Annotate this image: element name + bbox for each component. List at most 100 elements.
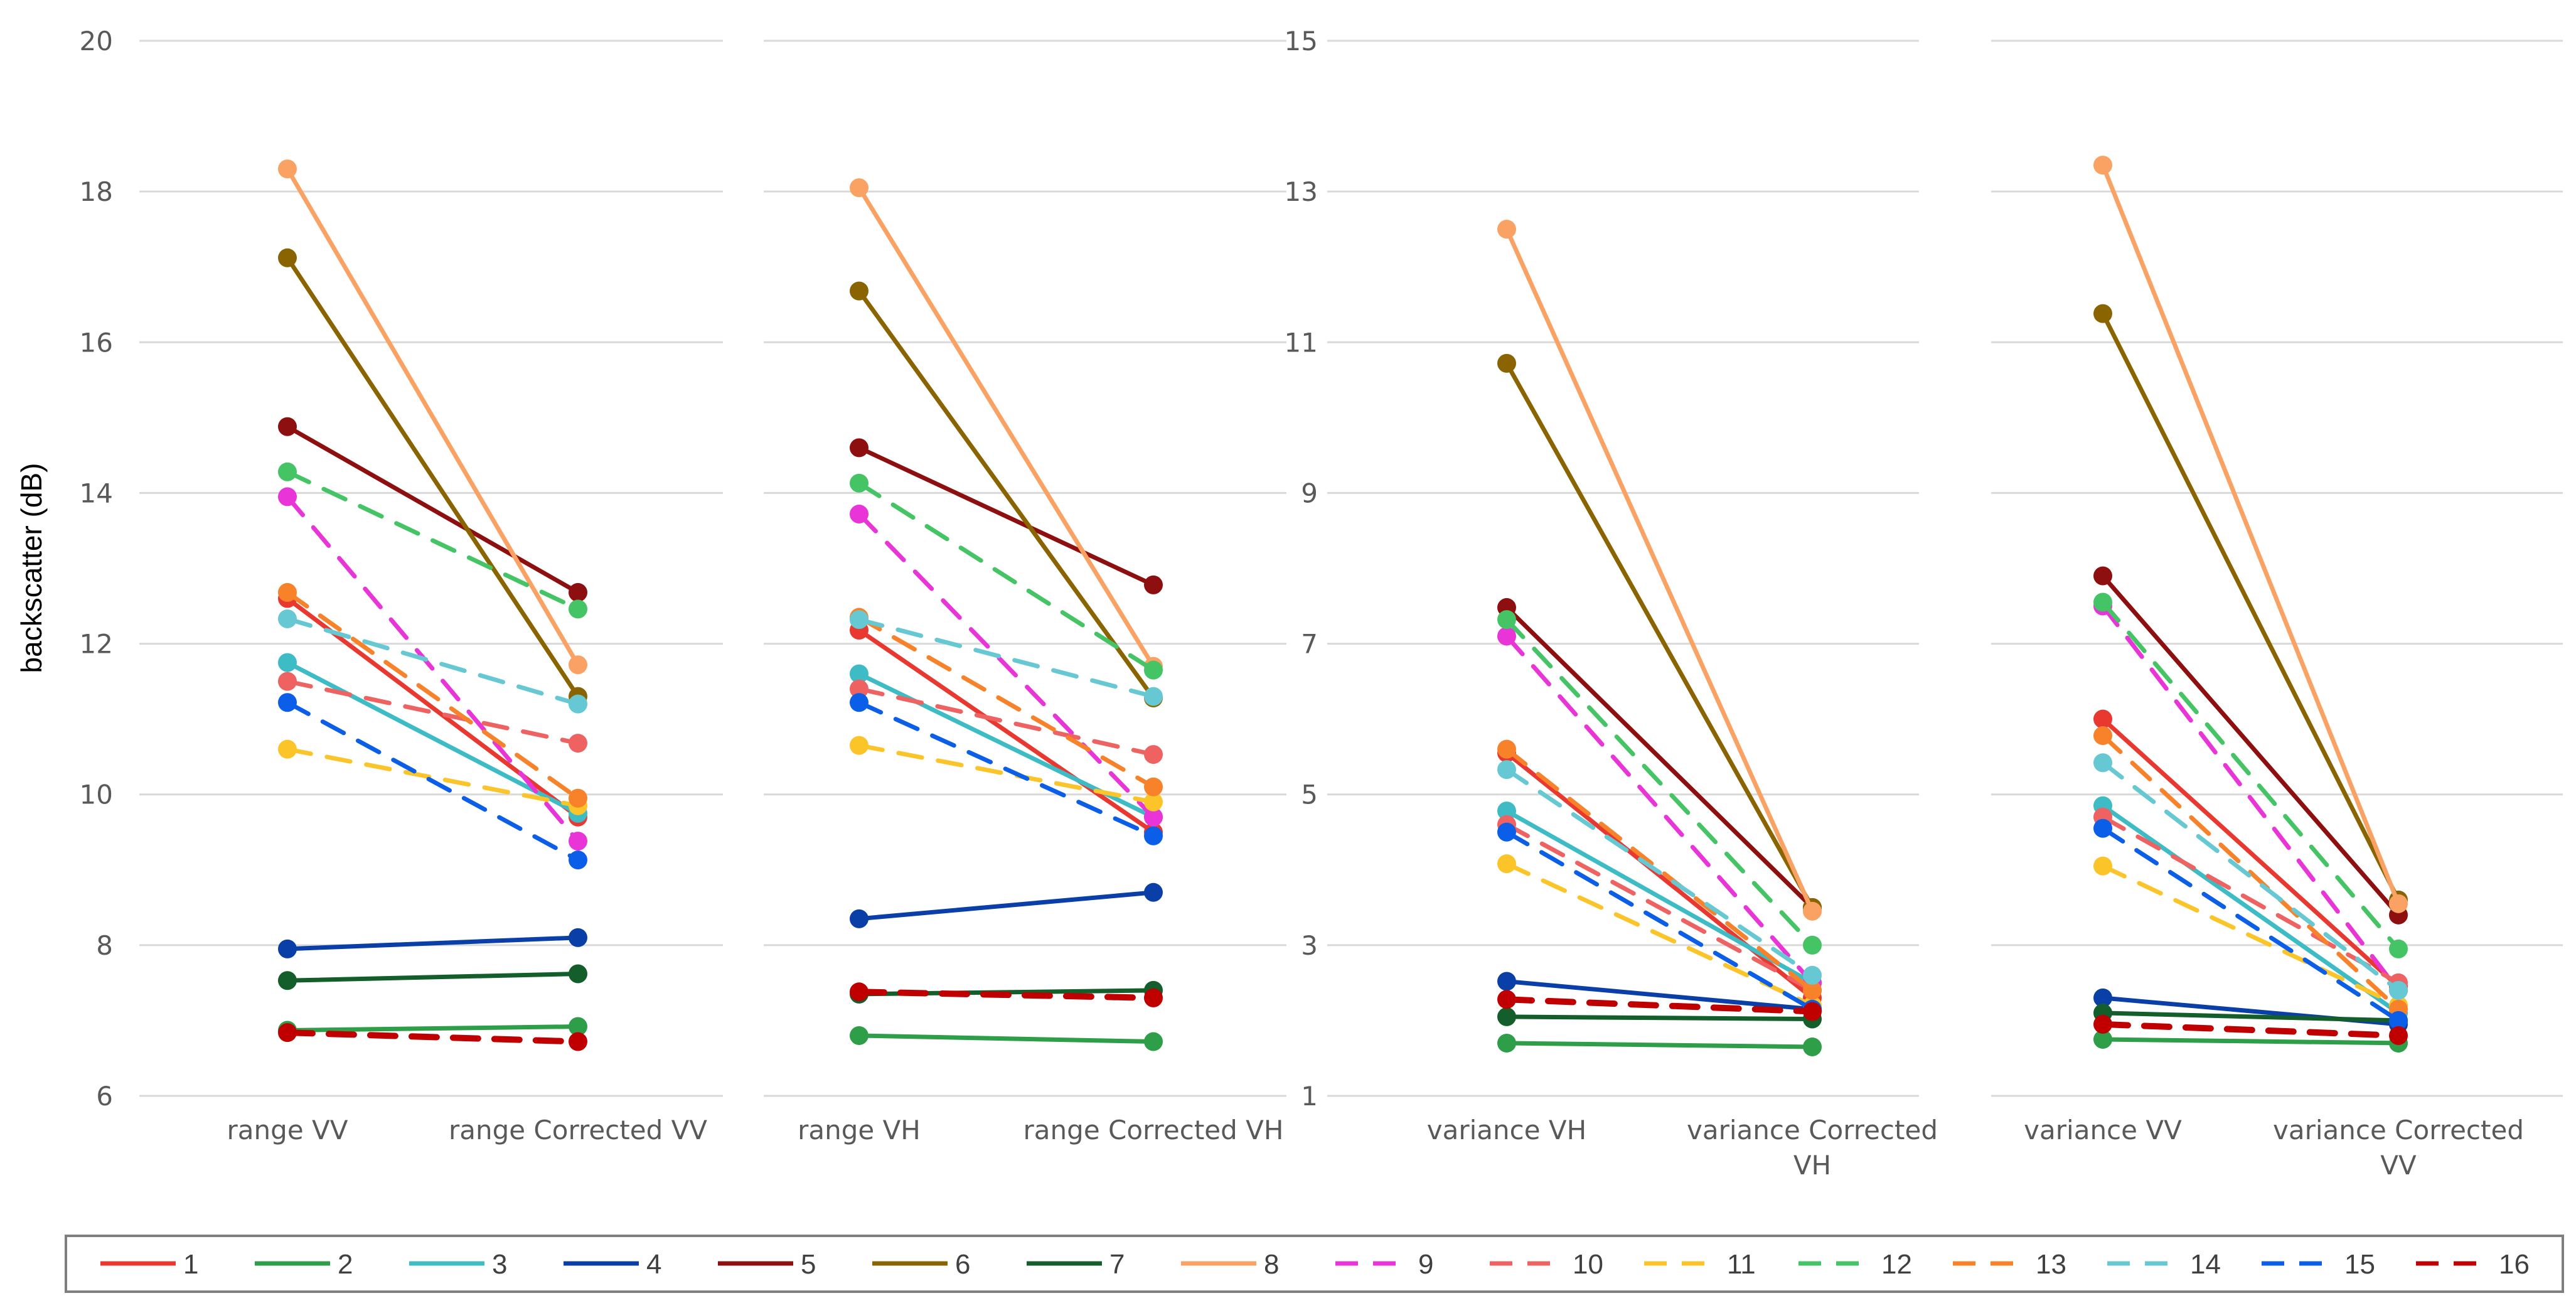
data-point [850,473,868,493]
data-point [850,281,868,301]
series-11 [278,739,587,815]
chart-panel-4: variance VV variance Corrected VV [1991,40,2563,1181]
data-point [569,1017,587,1036]
data-point [850,982,868,1002]
series-line [285,1024,580,1033]
series-10 [850,679,1163,764]
series-line [2100,815,2401,985]
series-line [1504,808,1815,985]
chart-panel-2: range VH range Corrected VH [764,40,1286,1145]
y-tick-label: 5 [1301,780,1318,810]
series-line [2100,733,2401,1012]
series-2 [1497,1033,1822,1056]
data-point [1497,990,1516,1009]
data-point [1497,1033,1516,1053]
legend: 1 2 3 4 5 6 7 8 9 10 11 12 13 14 15 16 [100,1249,2530,1280]
data-point [1144,660,1163,680]
legend-entry-12: 12 [1798,1249,1912,1280]
series-line [2100,864,2401,1008]
data-point [1497,739,1516,759]
series-line [857,743,1156,805]
series-5 [1497,598,1822,917]
data-point [278,159,297,179]
series-line [285,255,580,699]
series-line [2100,574,2401,918]
series-line [1504,605,1815,910]
data-point [278,582,297,602]
data-point [850,505,868,524]
data-point [569,788,587,808]
series-11 [2093,856,2408,1015]
data-point [278,609,297,628]
series-line [857,615,1156,790]
x-category-label: range VV [227,1115,348,1145]
series-line [857,687,1156,757]
y-tick-label: 1 [1301,1081,1318,1112]
data-point [2093,1014,2112,1034]
legend-label: 6 [955,1249,970,1280]
y-tick-label: 16 [80,327,113,358]
legend-label: 10 [1573,1249,1603,1280]
data-point [1497,1007,1516,1026]
data-point [278,739,297,759]
series-4 [278,928,587,958]
series-13 [278,582,587,808]
data-point [1497,854,1516,874]
series-6 [2093,304,2408,909]
data-point [569,599,587,619]
series-line [857,628,1156,835]
series-line [1504,747,1815,993]
y-tick-label: 10 [80,780,113,810]
series-1 [278,589,587,827]
legend-label: 2 [338,1249,353,1280]
data-point [1803,980,1822,1000]
data-point [1803,1037,1822,1056]
series-11 [1497,854,1822,1015]
data-point [2093,1029,2112,1049]
data-point [850,610,868,630]
data-point [1803,935,1822,955]
x-category-label: variance VH [1427,1115,1586,1145]
y-tick-label: 12 [80,629,113,660]
x-category-label: variance VV [2024,1115,2182,1145]
data-point [569,1032,587,1051]
legend-entry-15: 15 [2262,1249,2375,1280]
y-axis-label: backscatter (dB) [15,463,48,673]
data-point [1144,792,1163,812]
series-line [1504,822,1815,993]
series-line [857,1033,1156,1044]
data-point [569,928,587,947]
series-7 [2093,1003,2408,1030]
series-line [285,660,580,816]
series-line [285,747,580,808]
data-point [1497,626,1516,646]
x-category-label: range VH [798,1115,921,1145]
series-14 [1497,760,1822,985]
data-point [850,438,868,458]
series-line [1504,830,1815,1012]
series-line [2100,803,2401,1016]
series-line [2100,604,2401,993]
series-line [1504,1014,1815,1022]
legend-entry-13: 13 [1953,1249,2066,1280]
series-line [285,616,580,707]
series-line [857,890,1156,921]
data-point [278,417,297,436]
legend-entry-10: 10 [1490,1249,1603,1280]
data-point [1497,353,1516,373]
series-line [857,617,1156,699]
data-point [569,694,587,714]
x-category-label: variance Corrected [1687,1115,1938,1145]
y-tick-label: 15 [1285,26,1318,56]
series-line [857,185,1156,669]
legend-entry-2: 2 [255,1249,353,1280]
data-point [1144,882,1163,902]
data-point [278,693,297,712]
series-12 [278,462,587,619]
legend-entry-8: 8 [1181,1249,1279,1280]
series-16 [1497,990,1822,1021]
y-tick-label: 18 [80,176,113,207]
x-category-label: VV [2380,1150,2417,1181]
data-point [2389,980,2408,1000]
legend-label: 9 [1418,1249,1433,1280]
